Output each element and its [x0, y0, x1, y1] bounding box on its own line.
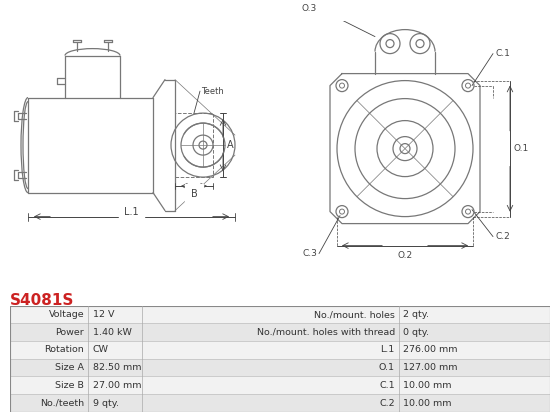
Text: No./mount. holes: No./mount. holes — [314, 310, 395, 319]
Text: L.1: L.1 — [124, 207, 139, 217]
Bar — [10, 359, 550, 376]
Text: C.2: C.2 — [495, 232, 510, 241]
Text: Rotation: Rotation — [44, 345, 84, 354]
Text: 27.00 mm: 27.00 mm — [93, 381, 141, 390]
Text: Size A: Size A — [55, 363, 84, 372]
Text: No./teeth: No./teeth — [40, 399, 84, 408]
Bar — [10, 394, 550, 412]
Text: 0 qty.: 0 qty. — [404, 328, 430, 337]
Text: 82.50 mm: 82.50 mm — [93, 363, 141, 372]
Text: B: B — [190, 189, 197, 199]
Bar — [10, 306, 550, 324]
Text: O.3: O.3 — [302, 4, 317, 13]
Text: O.1: O.1 — [514, 144, 529, 153]
Text: A: A — [227, 140, 234, 150]
Text: 127.00 mm: 127.00 mm — [404, 363, 458, 372]
Text: L.1: L.1 — [381, 345, 395, 354]
Text: 12 V: 12 V — [93, 310, 114, 319]
Text: Teeth: Teeth — [201, 87, 224, 96]
Text: 10.00 mm: 10.00 mm — [404, 399, 452, 408]
Text: 10.00 mm: 10.00 mm — [404, 381, 452, 390]
Text: Size B: Size B — [55, 381, 84, 390]
Text: 9 qty.: 9 qty. — [93, 399, 119, 408]
Text: C.1: C.1 — [379, 381, 395, 390]
Text: CW: CW — [93, 345, 109, 354]
Text: O.1: O.1 — [379, 363, 395, 372]
Text: C.2: C.2 — [379, 399, 395, 408]
Text: 276.00 mm: 276.00 mm — [404, 345, 458, 354]
Text: Voltage: Voltage — [49, 310, 84, 319]
Text: S4081S: S4081S — [10, 293, 74, 308]
Text: No./mount. holes with thread: No./mount. holes with thread — [256, 328, 395, 337]
Bar — [175, 113, 213, 177]
Bar — [10, 376, 550, 394]
Text: C.1: C.1 — [495, 49, 510, 58]
Text: C.3: C.3 — [302, 249, 317, 258]
Bar — [10, 341, 550, 359]
Text: O.2: O.2 — [398, 250, 413, 260]
Text: 1.40 kW: 1.40 kW — [93, 328, 132, 337]
Bar — [10, 324, 550, 341]
Text: 2 qty.: 2 qty. — [404, 310, 430, 319]
Text: Power: Power — [55, 328, 84, 337]
